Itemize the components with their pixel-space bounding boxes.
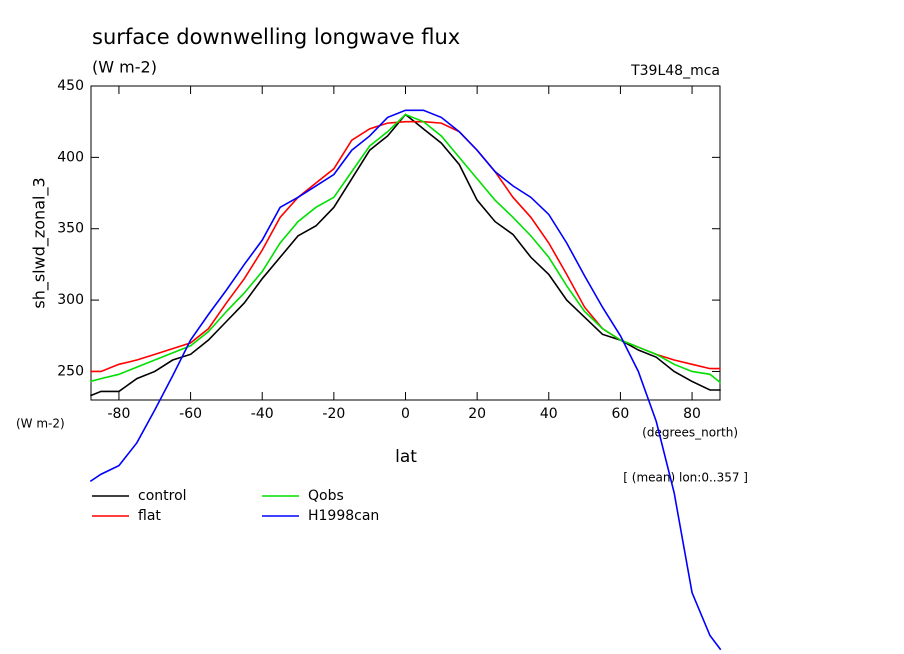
x-tick-label: -80 (108, 406, 131, 422)
x-tick-label: -40 (251, 406, 274, 422)
y-axis-label: sh_slwd_zonal_3 (30, 177, 50, 308)
note: [ (mean) lon:0..357 ] (623, 471, 748, 485)
x-tick-label: 60 (612, 406, 630, 422)
series-line (89, 113, 721, 397)
x-tick-label: -20 (322, 406, 345, 422)
series-line (90, 120, 721, 373)
run-label: T39L48_mca (630, 63, 720, 79)
series-line (89, 109, 722, 651)
x-axis-label: lat (395, 447, 417, 467)
chart-title: surface downwelling longwave flux (92, 25, 460, 49)
y-tick-label: 300 (57, 292, 84, 308)
x-tick-label: 80 (683, 406, 701, 422)
subtitle: (W m-2) (92, 58, 157, 77)
x-tick-label: 0 (401, 406, 410, 422)
y-tick-label: 400 (57, 149, 84, 165)
x-tick-label: 20 (468, 406, 486, 422)
y-tick-label: 350 (57, 221, 84, 237)
x-tick-label: 40 (540, 406, 558, 422)
legend-label: Qobs (308, 488, 344, 504)
legend-label: control (138, 488, 187, 504)
legend-label: flat (138, 508, 161, 524)
y-tick-label: 450 (57, 78, 84, 94)
series-line (90, 113, 722, 384)
x-units: (degrees_north) (642, 426, 738, 440)
y-units: (W m-2) (16, 417, 65, 431)
x-tick-label: -60 (179, 406, 202, 422)
plot-frame (90, 85, 721, 401)
y-tick-label: 250 (57, 363, 84, 379)
legend-label: H1998can (308, 508, 379, 524)
